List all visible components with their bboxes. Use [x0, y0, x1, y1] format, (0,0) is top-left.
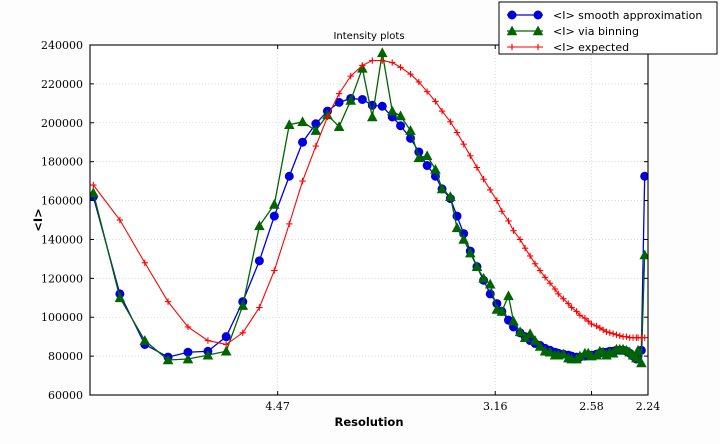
y-tick-label: 180000: [41, 156, 83, 169]
y-tick-label: 100000: [41, 311, 83, 324]
legend-box: [498, 1, 718, 55]
y-tick-label: 160000: [41, 195, 83, 208]
x-tick-label: 4.47: [265, 400, 290, 413]
y-tick-label: 60000: [48, 389, 83, 402]
y-tick-label: 220000: [41, 78, 83, 91]
legend-item-label: <I> via binning: [553, 25, 639, 38]
series-2: [90, 57, 648, 348]
legend-item-0[interactable]: <I> smooth approximation: [507, 9, 702, 22]
chart-title: Intensity plots: [333, 31, 404, 42]
y-tick-label: 120000: [41, 272, 83, 285]
y-axis-title: <I>: [31, 208, 45, 232]
y-tick-label: 80000: [48, 350, 83, 363]
y-tick-label: 140000: [41, 233, 83, 246]
series-layer: [90, 47, 648, 368]
legend-layer[interactable]: <I> smooth approximation <I> via binning <…: [498, 1, 718, 55]
x-tick-label: 2.24: [636, 400, 661, 413]
y-tick-label: 240000: [41, 39, 83, 52]
legend-item-label: <I> expected: [553, 41, 629, 54]
x-tick-label: 3.16: [483, 400, 508, 413]
x-tick-label: 2.58: [579, 400, 604, 413]
labels-layer: 60000 80000 100000 120000 140000 160000 180000…: [31, 31, 660, 429]
legend-item-label: <I> smooth approximation: [553, 9, 702, 22]
y-tick-label: 200000: [41, 117, 83, 130]
legend-item-2[interactable]: <I> expected: [507, 41, 629, 54]
legend-item-1[interactable]: <I> via binning: [506, 25, 639, 38]
x-axis-title: Resolution: [334, 415, 403, 429]
